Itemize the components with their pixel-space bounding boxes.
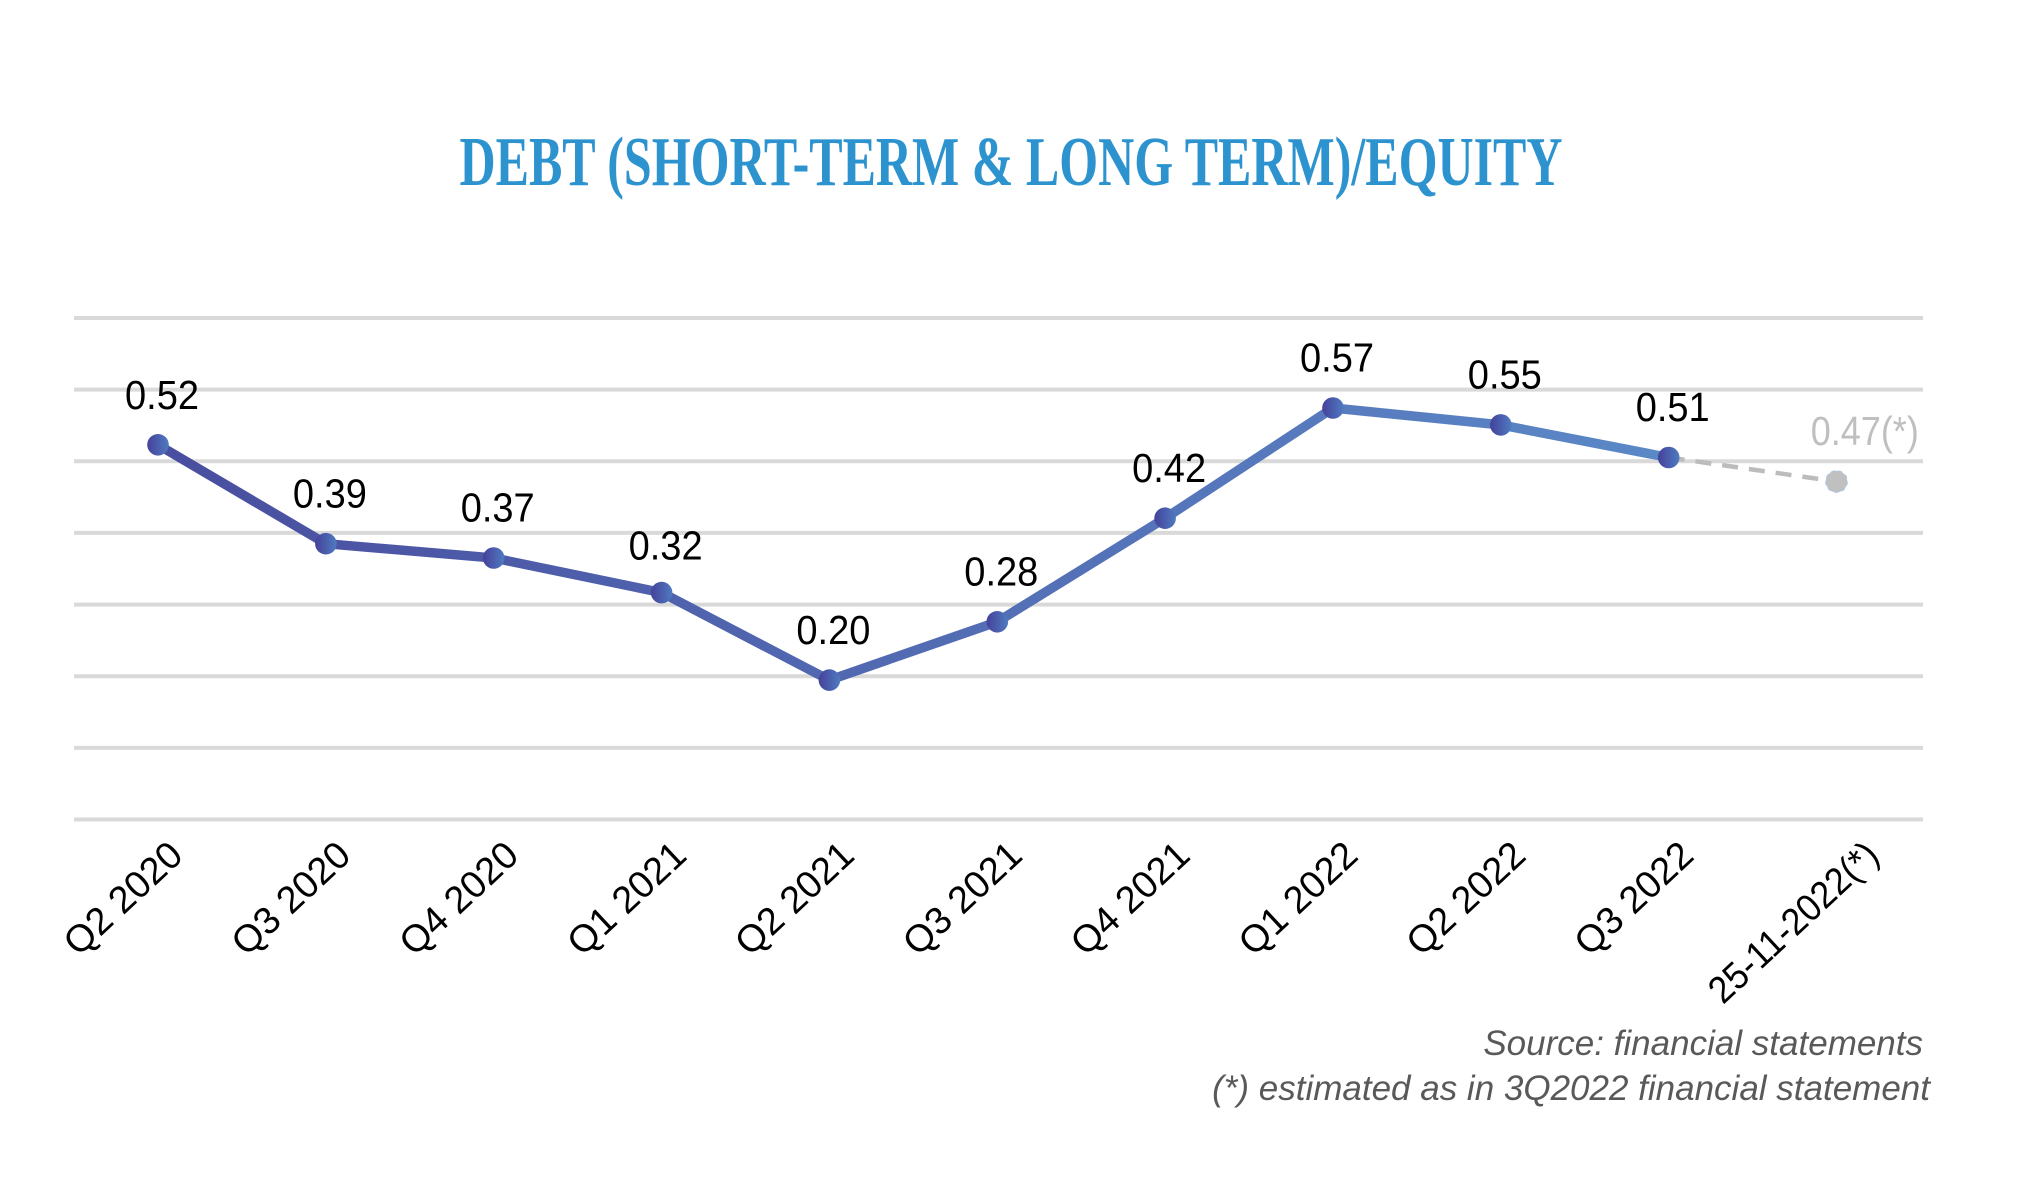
svg-text:0.51: 0.51 xyxy=(1636,384,1710,430)
svg-text:25-11-2022(*): 25-11-2022(*) xyxy=(1701,834,1888,1012)
svg-text:0.57: 0.57 xyxy=(1300,335,1374,381)
svg-text:0.32: 0.32 xyxy=(629,522,703,568)
svg-text:Q2 2021: Q2 2021 xyxy=(727,834,862,964)
svg-text:0.52: 0.52 xyxy=(125,372,199,418)
svg-text:0.42: 0.42 xyxy=(1132,445,1206,491)
svg-text:Q3 2021: Q3 2021 xyxy=(895,834,1030,964)
svg-text:Q3 2020: Q3 2020 xyxy=(224,834,359,964)
svg-text:0.55: 0.55 xyxy=(1468,352,1542,398)
svg-text:0.20: 0.20 xyxy=(796,607,870,653)
svg-text:0.37: 0.37 xyxy=(461,485,535,531)
svg-text:Q2 2022: Q2 2022 xyxy=(1399,834,1534,964)
svg-text:0.28: 0.28 xyxy=(964,549,1038,595)
svg-text:Source: financial statements: Source: financial statements xyxy=(1483,1024,1923,1063)
svg-text:0.47(*): 0.47(*) xyxy=(1811,408,1919,454)
svg-text:(*) estimated as in 3Q2022 fin: (*) estimated as in 3Q2022 financial sta… xyxy=(1212,1069,1931,1108)
svg-text:Q1 2022: Q1 2022 xyxy=(1231,834,1366,964)
svg-text:Q3 2022: Q3 2022 xyxy=(1567,834,1702,964)
svg-text:DEBT (SHORT-TERM & LONG TERM)/: DEBT (SHORT-TERM & LONG TERM)/EQUITY xyxy=(460,124,1563,201)
svg-text:Q2 2020: Q2 2020 xyxy=(56,834,191,964)
svg-text:Q4 2021: Q4 2021 xyxy=(1063,834,1198,964)
svg-text:Q1 2021: Q1 2021 xyxy=(559,834,694,964)
svg-text:Q4 2020: Q4 2020 xyxy=(392,834,527,964)
svg-text:0.39: 0.39 xyxy=(293,470,367,516)
